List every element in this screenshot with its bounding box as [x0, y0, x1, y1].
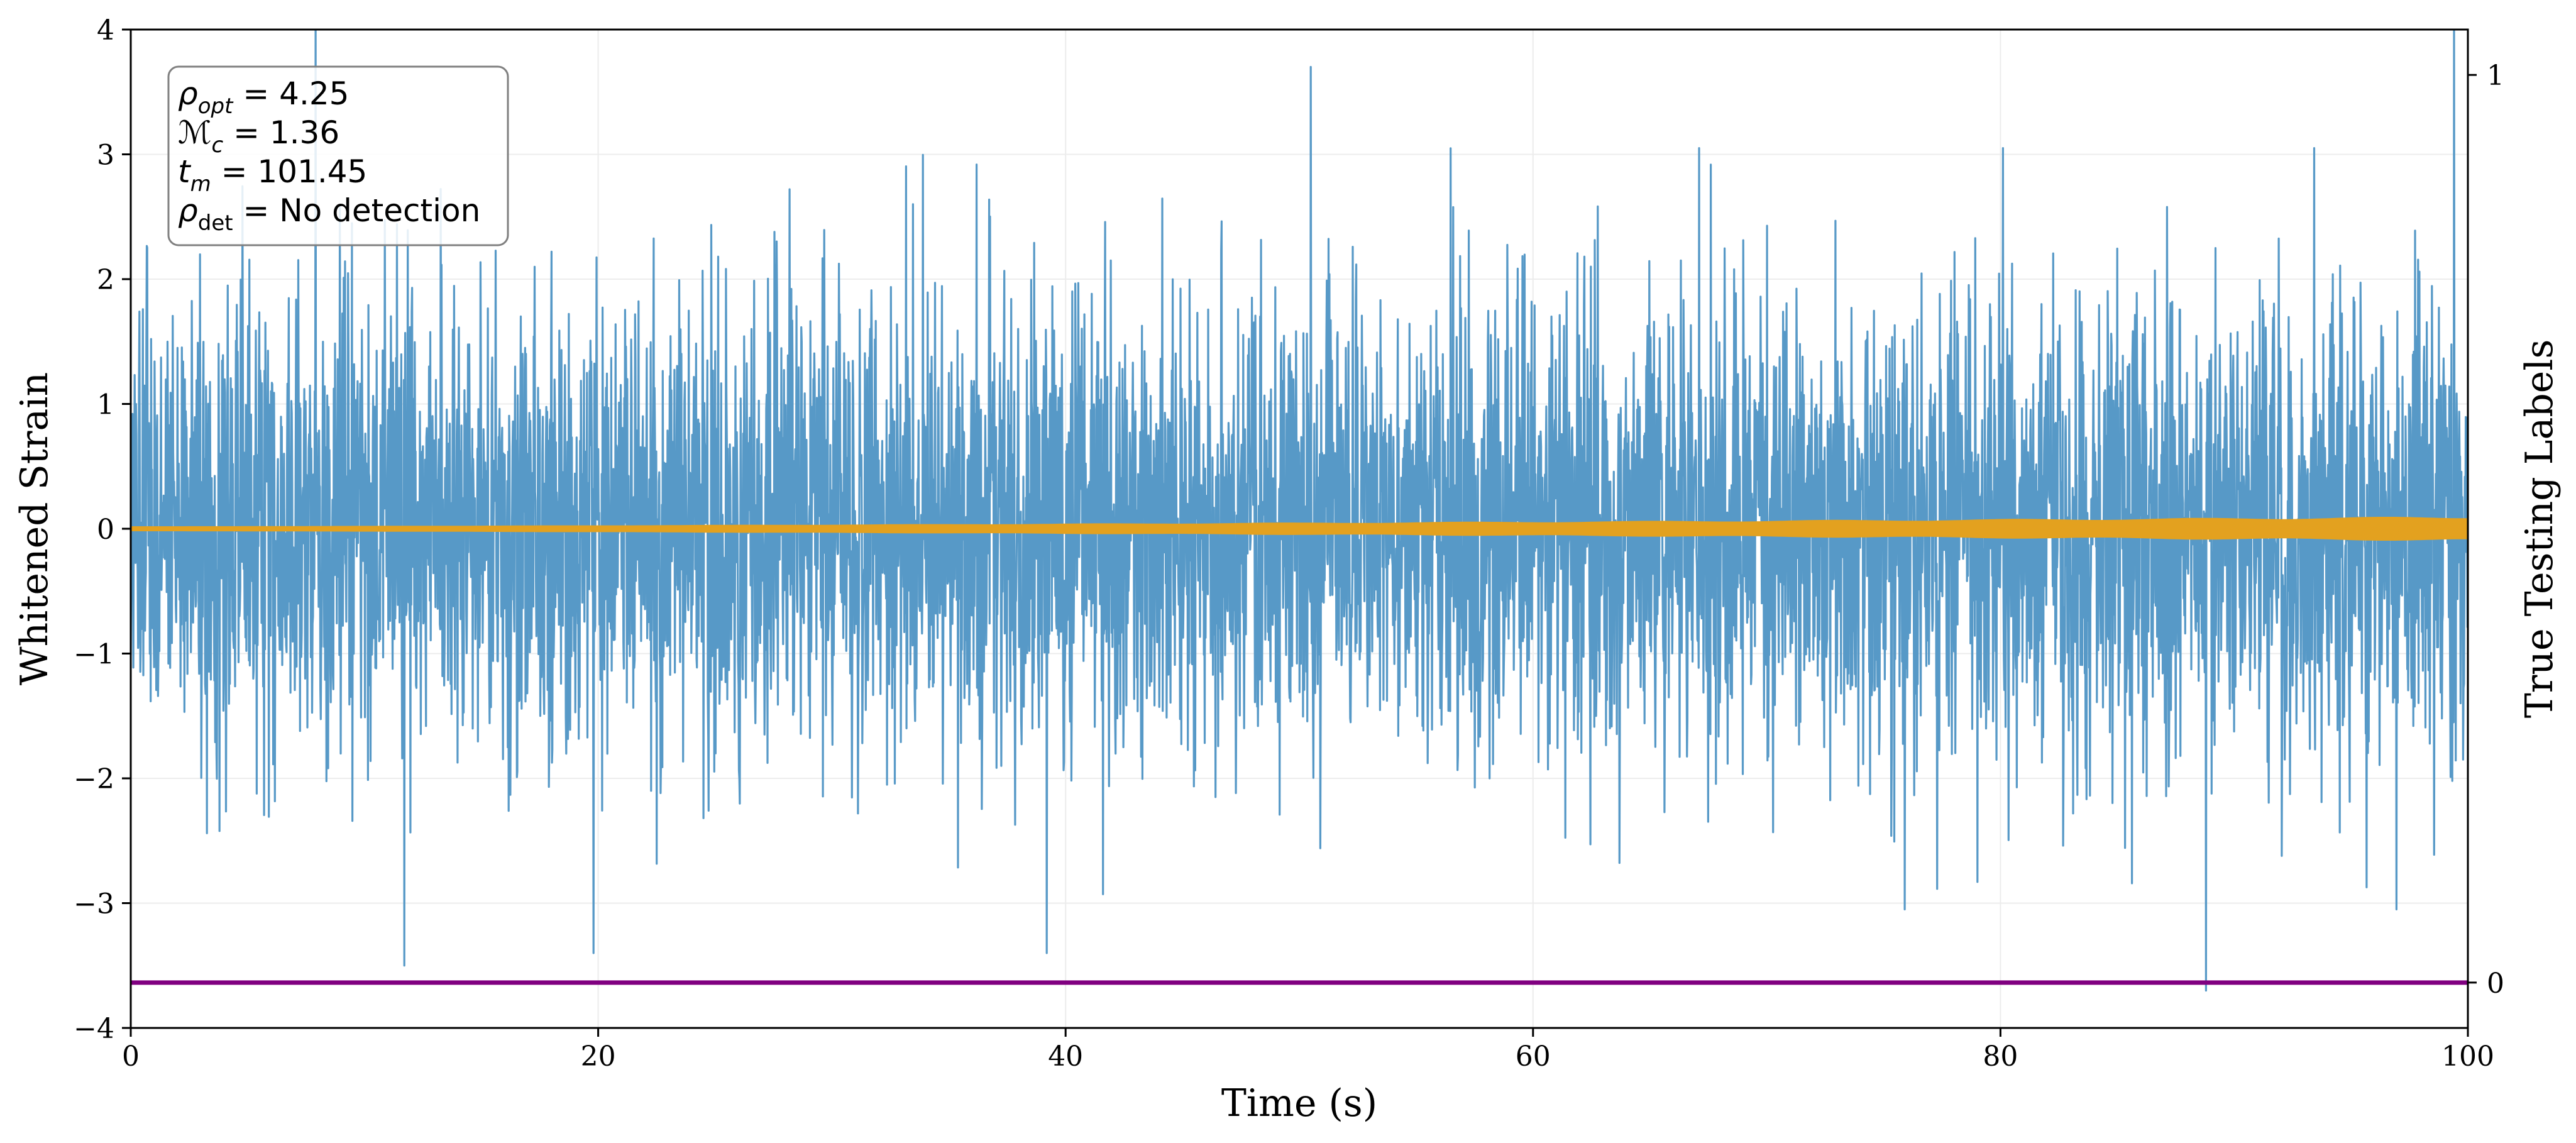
annotation-rho-opt: ρopt = 4.25 [178, 75, 349, 119]
x-tick-label: 80 [1983, 1041, 2018, 1073]
y2-tick-label: 0 [2487, 968, 2504, 1000]
x-tick-label: 100 [2441, 1041, 2494, 1073]
y-tick-label: 2 [97, 264, 114, 296]
x-tick-label: 0 [122, 1041, 140, 1073]
y2-axis-title: True Testing Labels [2518, 340, 2562, 719]
annotation-merger-time: tm = 101.45 [178, 153, 367, 197]
annotation-background [167, 65, 509, 246]
y2-tick-label: 1 [2487, 60, 2504, 92]
x-tick-label: 60 [1516, 1041, 1551, 1073]
y-tick-label: 4 [97, 14, 114, 47]
signal-series-band [131, 517, 2468, 541]
y-tick-label: −1 [74, 639, 114, 671]
x-tick-label: 20 [581, 1041, 616, 1073]
x-tick-label: 40 [1048, 1041, 1083, 1073]
annotation-rho-det: ρdet = No detection [178, 192, 480, 236]
annotation-box: ρopt = 4.25 ℳc = 1.36 tm = 101.45 ρdet =… [167, 65, 509, 246]
y-tick-label: 1 [97, 389, 114, 421]
y-tick-label: −4 [74, 1013, 114, 1045]
x-axis-title: Time (s) [1221, 1081, 1377, 1125]
y-tick-label: 3 [97, 140, 114, 172]
y-axis-title: Whitened Strain [13, 372, 57, 685]
y-tick-label: 0 [97, 514, 114, 546]
annotation-chirp-mass: ℳc = 1.36 [178, 114, 339, 158]
strain-series-line [131, 30, 2468, 992]
y-tick-label: −3 [74, 888, 114, 920]
y-tick-label: −2 [74, 763, 114, 795]
